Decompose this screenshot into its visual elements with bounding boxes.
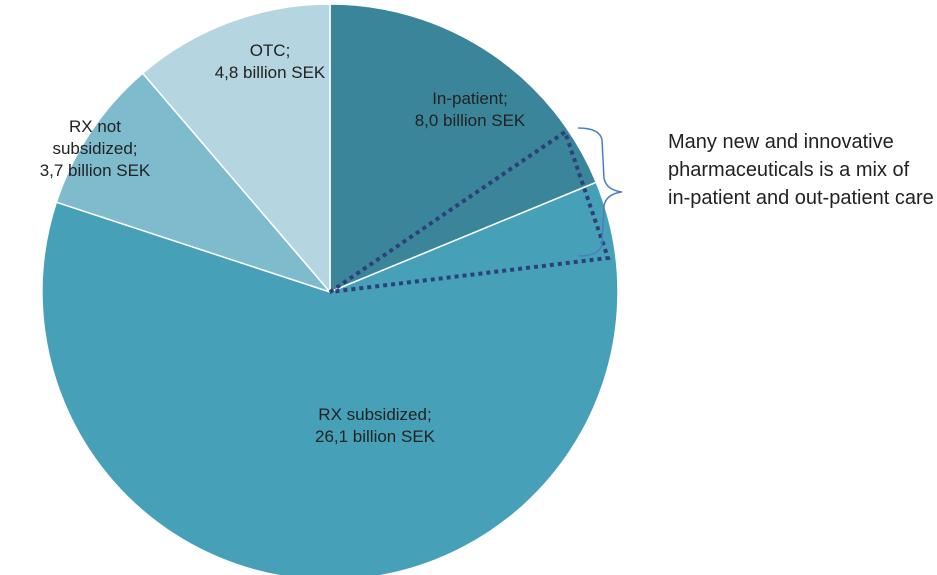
slice-label: RX not subsidized; 3,7 billion SEK <box>40 117 151 180</box>
annotation: Many new and innovative pharmaceuticals … <box>668 131 934 209</box>
category-label: RX not <box>69 117 121 136</box>
value-label: 4,8 billion SEK <box>215 63 326 82</box>
value-label: 8,0 billion SEK <box>415 111 526 130</box>
slice-label: RX subsidized; 26,1 billion SEK <box>315 405 436 446</box>
pie-slice <box>329 3 598 294</box>
pie-slice <box>41 181 619 575</box>
value-label: 3,7 billion SEK <box>40 161 151 180</box>
value-label: 26,1 billion SEK <box>315 427 436 446</box>
slice-label: OTC; 4,8 billion SEK <box>215 41 326 82</box>
category-label: RX subsidized; <box>318 405 431 424</box>
pie-slice <box>141 3 331 295</box>
category-label: In-patient; <box>432 89 508 108</box>
brace <box>577 127 623 257</box>
pie-slice <box>55 72 333 294</box>
category-label: OTC; <box>250 41 291 60</box>
category-label: subsidized; <box>52 139 137 158</box>
slice-label: In-patient; 8,0 billion SEK <box>415 89 526 130</box>
